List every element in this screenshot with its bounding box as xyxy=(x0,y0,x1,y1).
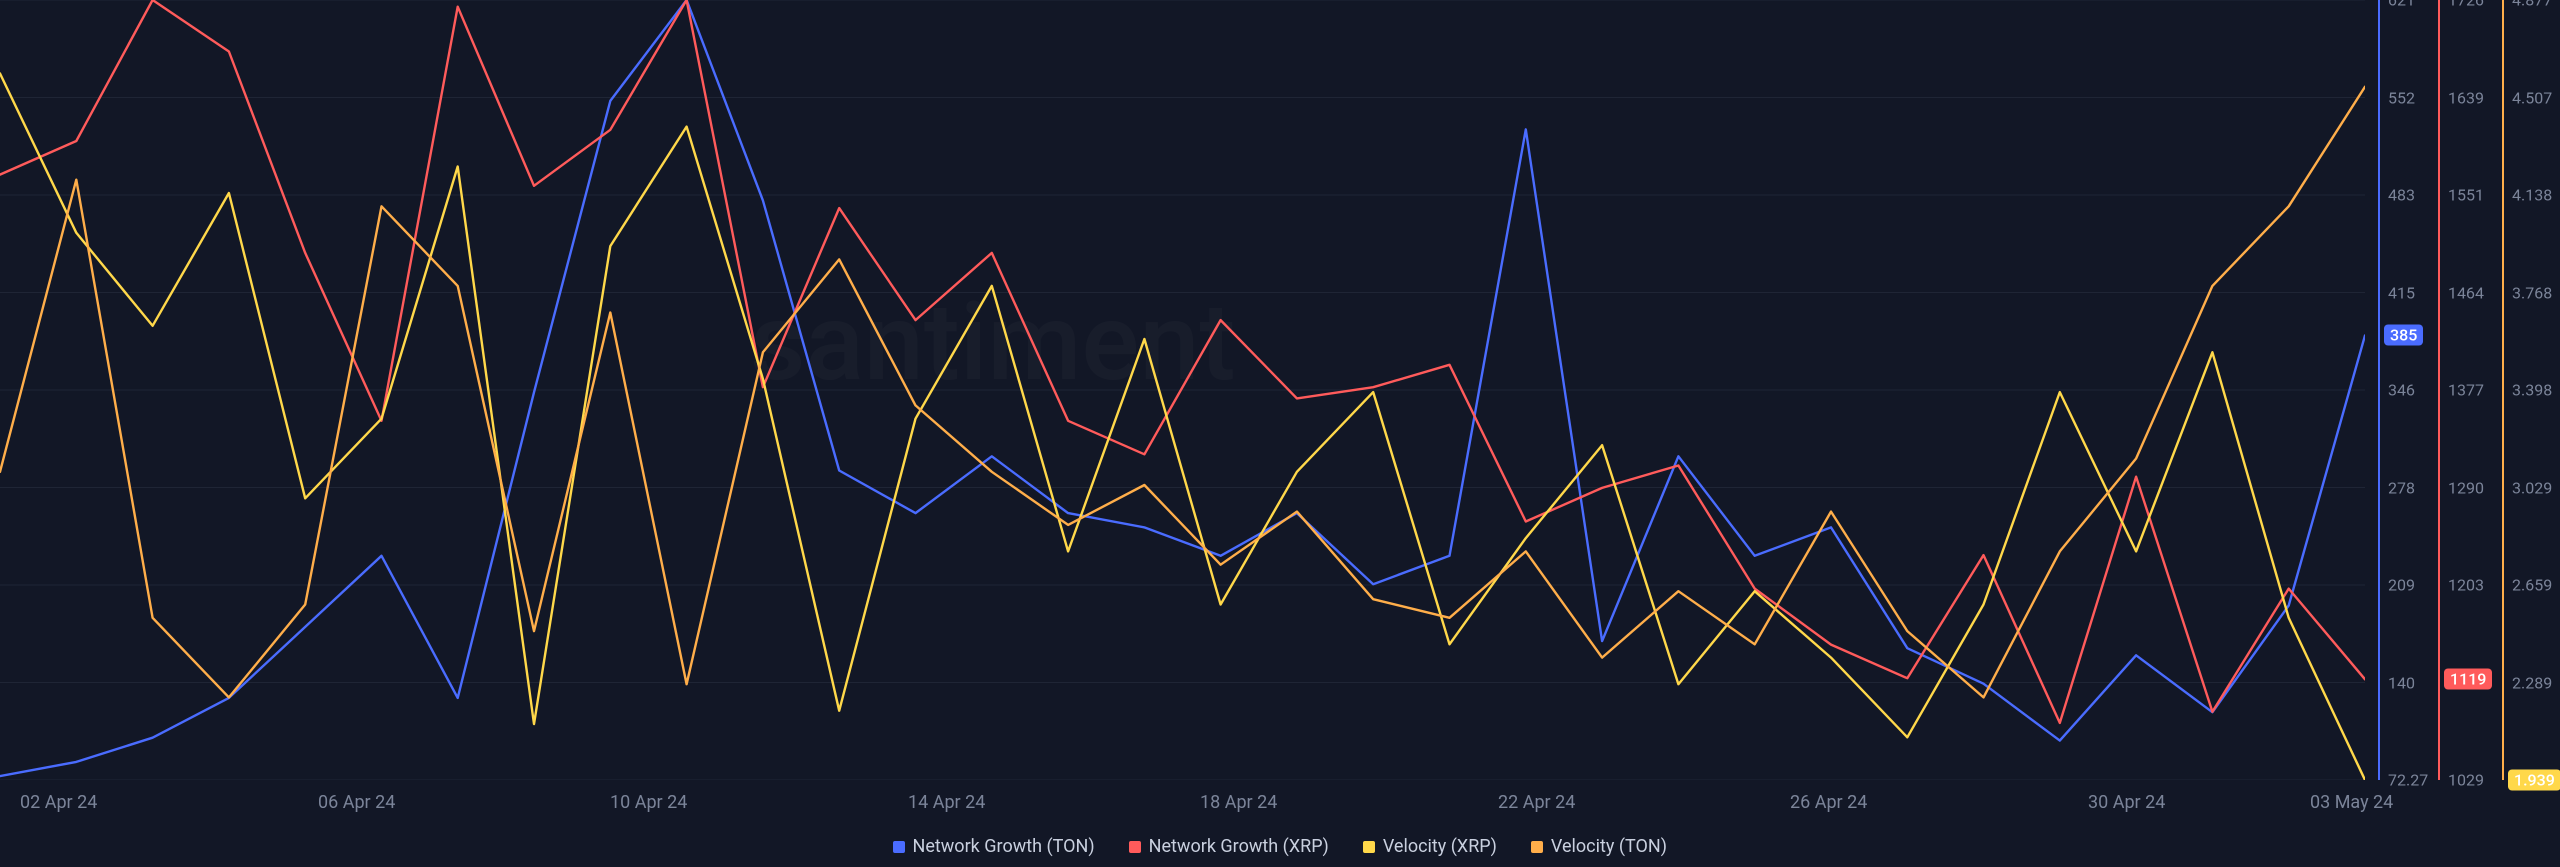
x-tick-label: 14 Apr 24 xyxy=(908,792,985,813)
y-tick-ng_xrp: 1203 xyxy=(2448,576,2484,595)
y-tick-vel: 3.029 xyxy=(2512,478,2552,497)
y-axis-line-ng_ton xyxy=(2378,0,2380,780)
x-tick-label: 02 Apr 24 xyxy=(20,792,97,813)
y-tick-vel: 4.877 xyxy=(2512,0,2552,10)
y-tick-vel: 2.659 xyxy=(2512,576,2552,595)
x-tick-label: 06 Apr 24 xyxy=(318,792,395,813)
x-tick-label: 22 Apr 24 xyxy=(1498,792,1575,813)
legend-label: Velocity (XRP) xyxy=(1383,836,1497,857)
legend-label: Network Growth (XRP) xyxy=(1149,836,1329,857)
x-tick-label: 10 Apr 24 xyxy=(610,792,687,813)
legend-item[interactable]: Network Growth (TON) xyxy=(893,836,1095,857)
legend-item[interactable]: Velocity (XRP) xyxy=(1363,836,1497,857)
y-tick-ng_ton: 621 xyxy=(2388,0,2415,10)
legend-label: Velocity (TON) xyxy=(1551,836,1667,857)
legend-item[interactable]: Velocity (TON) xyxy=(1531,836,1667,857)
series-velocity_xrp[interactable] xyxy=(0,74,2365,781)
y-axis-line-ng_xrp xyxy=(2438,0,2440,780)
x-tick-label: 03 May 24 xyxy=(2310,792,2393,813)
y-tick-ng_ton: 552 xyxy=(2388,88,2415,107)
y-tick-ng_xrp: 1464 xyxy=(2448,283,2484,302)
value-badge-ng_xrp: 1119 xyxy=(2444,669,2492,690)
y-tick-ng_xrp: 1029 xyxy=(2448,771,2484,790)
y-tick-vel: 3.768 xyxy=(2512,283,2552,302)
line-chart-plot[interactable] xyxy=(0,0,2365,780)
value-badge-ng_ton: 385 xyxy=(2384,325,2423,346)
y-tick-ng_xrp: 1551 xyxy=(2448,186,2484,205)
y-tick-ng_xrp: 1377 xyxy=(2448,381,2484,400)
chart-legend: Network Growth (TON) Network Growth (XRP)… xyxy=(893,836,1668,857)
legend-swatch-icon xyxy=(893,841,905,853)
y-tick-vel: 4.138 xyxy=(2512,186,2552,205)
y-tick-ng_ton: 278 xyxy=(2388,478,2415,497)
series-velocity_ton[interactable] xyxy=(0,87,2365,698)
y-tick-ng_ton: 483 xyxy=(2388,186,2415,205)
y-axis-line-vel xyxy=(2502,0,2504,780)
y-tick-vel: 3.398 xyxy=(2512,381,2552,400)
legend-label: Network Growth (TON) xyxy=(913,836,1095,857)
y-tick-ng_ton: 72.27 xyxy=(2388,771,2428,790)
y-tick-vel: 2.289 xyxy=(2512,673,2552,692)
y-tick-ng_ton: 209 xyxy=(2388,576,2415,595)
y-tick-vel: 4.507 xyxy=(2512,88,2552,107)
legend-swatch-icon xyxy=(1129,841,1141,853)
series-network_growth_xrp[interactable] xyxy=(0,0,2365,723)
x-tick-label: 18 Apr 24 xyxy=(1200,792,1277,813)
x-tick-label: 30 Apr 24 xyxy=(2088,792,2165,813)
y-tick-ng_ton: 415 xyxy=(2388,283,2415,302)
chart-container: santiment 62155248341534627820914072.273… xyxy=(0,0,2560,867)
value-badge-vel: 1.939 xyxy=(2508,770,2560,791)
y-tick-ng_xrp: 1639 xyxy=(2448,88,2484,107)
y-tick-ng_xrp: 1726 xyxy=(2448,0,2484,10)
y-tick-ng_xrp: 1290 xyxy=(2448,478,2484,497)
legend-swatch-icon xyxy=(1531,841,1543,853)
y-tick-ng_ton: 140 xyxy=(2388,673,2415,692)
legend-item[interactable]: Network Growth (XRP) xyxy=(1129,836,1329,857)
legend-swatch-icon xyxy=(1363,841,1375,853)
x-tick-label: 26 Apr 24 xyxy=(1790,792,1867,813)
y-tick-ng_ton: 346 xyxy=(2388,381,2415,400)
